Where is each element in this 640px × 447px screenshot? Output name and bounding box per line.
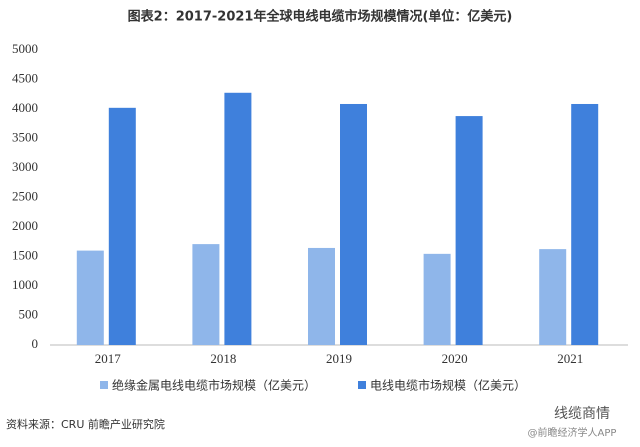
x-tick-label: 2017 (95, 351, 122, 366)
legend-label: 电线电缆市场规模（亿美元） (370, 378, 526, 393)
x-tick-label: 2021 (557, 351, 583, 366)
legend-swatch (100, 381, 108, 389)
bar (455, 116, 483, 345)
chart-title: 图表2：2017-2021年全球电线电缆市场规模情况(单位：亿美元) (128, 9, 513, 25)
legend-label: 绝缘金属电线电缆市场规模（亿美元） (112, 378, 316, 393)
bar (308, 247, 335, 345)
bar (539, 249, 567, 345)
y-tick-label: 4000 (12, 100, 38, 115)
y-tick-label: 4500 (12, 70, 38, 85)
y-tick-label: 3500 (12, 129, 38, 144)
bar (224, 92, 252, 346)
y-tick-label: 500 (19, 306, 39, 321)
bar (192, 244, 220, 345)
y-tick-label: 0 (32, 336, 39, 351)
legend-swatch (358, 381, 366, 389)
y-tick-label: 2500 (12, 188, 38, 203)
x-tick-label: 2019 (326, 351, 352, 366)
y-tick-label: 1000 (12, 277, 38, 292)
bar (108, 107, 136, 345)
y-tick-label: 3000 (12, 159, 38, 174)
y-tick-label: 1500 (12, 247, 38, 262)
bar (423, 253, 451, 345)
y-tick-label: 5000 (12, 41, 38, 56)
x-tick-label: 2018 (210, 351, 236, 366)
x-tick-label: 2020 (442, 351, 468, 366)
watermark: @前瞻经济学人APP (528, 426, 617, 439)
bar (340, 103, 367, 345)
y-tick-label: 2000 (12, 218, 38, 233)
credit: 线缆商情 (554, 406, 610, 422)
bar (571, 103, 599, 345)
bar (76, 250, 104, 345)
source: 资料来源：CRU 前瞻产业研究院 (6, 417, 165, 431)
